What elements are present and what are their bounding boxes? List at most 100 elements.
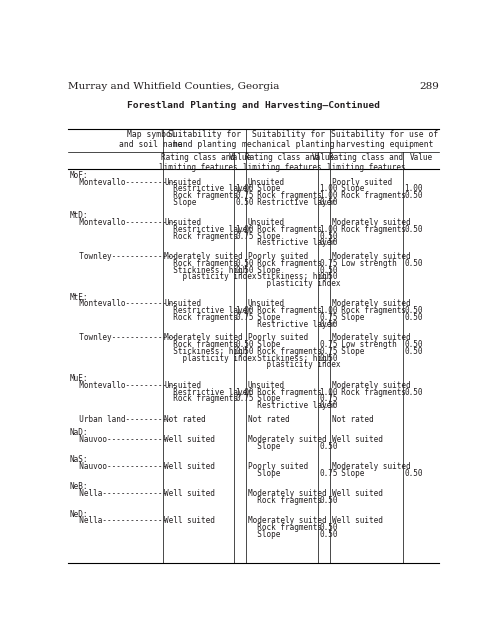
Text: Unsuited: Unsuited: [164, 218, 201, 227]
Text: Restrictive layer: Restrictive layer: [248, 320, 336, 329]
Text: Slope: Slope: [248, 184, 280, 193]
Text: Value: Value: [229, 153, 251, 162]
Text: 0.50: 0.50: [404, 347, 423, 356]
Text: Rock fragments: Rock fragments: [164, 340, 238, 349]
Text: Suitability for
hand planting: Suitability for hand planting: [168, 130, 241, 149]
Text: 1.00: 1.00: [236, 225, 254, 234]
Text: Restrictive layer: Restrictive layer: [164, 225, 252, 234]
Text: Slope: Slope: [332, 184, 364, 193]
Text: NeD:: NeD:: [70, 509, 88, 518]
Text: Slope: Slope: [332, 469, 364, 478]
Text: Unsuited: Unsuited: [164, 381, 201, 390]
Text: 1.00: 1.00: [319, 191, 338, 200]
Text: 0.75: 0.75: [319, 394, 338, 403]
Text: Moderately suited: Moderately suited: [332, 381, 410, 390]
Text: Slope: Slope: [248, 530, 280, 539]
Text: NaS:: NaS:: [70, 455, 88, 465]
Text: 0.75: 0.75: [236, 313, 254, 322]
Text: Rating class and
limiting features: Rating class and limiting features: [159, 153, 238, 172]
Text: Unsuited: Unsuited: [164, 177, 201, 186]
Text: Rock fragments: Rock fragments: [164, 394, 238, 403]
Text: MtE:: MtE:: [70, 292, 88, 301]
Text: 0.75: 0.75: [319, 259, 338, 268]
Text: Not rated: Not rated: [164, 415, 206, 424]
Text: Well suited: Well suited: [332, 489, 383, 498]
Text: Restrictive layer: Restrictive layer: [248, 239, 336, 248]
Text: 0.50: 0.50: [319, 401, 338, 410]
Text: Rock fragments: Rock fragments: [248, 225, 322, 234]
Text: Well suited: Well suited: [164, 462, 215, 471]
Text: Restrictive layer: Restrictive layer: [248, 198, 336, 207]
Text: Moderately suited: Moderately suited: [332, 252, 410, 261]
Text: Rating class and
limiting features: Rating class and limiting features: [243, 153, 321, 172]
Text: Low strength: Low strength: [332, 340, 396, 349]
Text: Restrictive layer: Restrictive layer: [164, 388, 252, 397]
Text: Rock fragments: Rock fragments: [248, 191, 322, 200]
Text: 0.50: 0.50: [404, 340, 423, 349]
Text: 0.50: 0.50: [236, 340, 254, 349]
Text: 0.75: 0.75: [319, 313, 338, 322]
Text: Well suited: Well suited: [164, 516, 215, 525]
Text: 1.00: 1.00: [319, 184, 338, 193]
Text: Rock fragments: Rock fragments: [248, 259, 322, 268]
Text: 289: 289: [419, 82, 439, 91]
Text: 0.50: 0.50: [404, 388, 423, 397]
Text: Montevallo-----------: Montevallo-----------: [70, 218, 176, 227]
Text: Slope: Slope: [332, 347, 364, 356]
Text: Slope: Slope: [248, 469, 280, 478]
Text: Rock fragments: Rock fragments: [248, 347, 322, 356]
Text: Slope: Slope: [332, 313, 364, 322]
Text: Moderately suited: Moderately suited: [248, 489, 327, 498]
Text: NaD:: NaD:: [70, 428, 88, 437]
Text: 0.50: 0.50: [404, 313, 423, 322]
Text: Moderately suited: Moderately suited: [248, 516, 327, 525]
Text: Rock fragments: Rock fragments: [248, 496, 322, 505]
Text: NeB:: NeB:: [70, 483, 88, 492]
Text: Townley--------------: Townley--------------: [70, 333, 176, 342]
Text: Moderately suited: Moderately suited: [332, 300, 410, 308]
Text: 0.50: 0.50: [319, 232, 338, 241]
Text: Stickiness; high: Stickiness; high: [248, 354, 331, 363]
Text: Urban land----------: Urban land----------: [70, 415, 171, 424]
Text: Montevallo-----------: Montevallo-----------: [70, 381, 176, 390]
Text: Rock fragments: Rock fragments: [332, 307, 405, 316]
Text: Rock fragments: Rock fragments: [332, 388, 405, 397]
Text: Unsuited: Unsuited: [164, 300, 201, 308]
Text: Unsuited: Unsuited: [248, 381, 285, 390]
Text: Nauvoo--------------: Nauvoo--------------: [70, 462, 171, 471]
Text: Well suited: Well suited: [332, 516, 383, 525]
Text: Value: Value: [409, 153, 433, 162]
Text: plasticity index: plasticity index: [164, 273, 257, 282]
Text: Well suited: Well suited: [164, 489, 215, 498]
Text: 0.50: 0.50: [319, 239, 338, 248]
Text: 1.00: 1.00: [236, 388, 254, 397]
Text: 0.50: 0.50: [404, 469, 423, 478]
Text: Stickiness; high: Stickiness; high: [164, 347, 248, 356]
Text: MtD:: MtD:: [70, 211, 88, 220]
Text: 0.75: 0.75: [236, 191, 254, 200]
Text: Moderately suited: Moderately suited: [332, 218, 410, 227]
Text: Montevallo-----------: Montevallo-----------: [70, 300, 176, 308]
Text: 1.00: 1.00: [236, 307, 254, 316]
Text: Unsuited: Unsuited: [248, 177, 285, 186]
Text: Not rated: Not rated: [248, 415, 290, 424]
Text: 0.75: 0.75: [319, 469, 338, 478]
Text: 0.75: 0.75: [319, 347, 338, 356]
Text: Slope: Slope: [164, 198, 197, 207]
Text: Well suited: Well suited: [164, 435, 215, 444]
Text: Nella--------------: Nella--------------: [70, 516, 167, 525]
Text: 0.50: 0.50: [319, 198, 338, 207]
Text: Murray and Whitfield Counties, Georgia: Murray and Whitfield Counties, Georgia: [68, 82, 280, 91]
Text: 1.00: 1.00: [319, 307, 338, 316]
Text: Slope: Slope: [248, 442, 280, 451]
Text: Moderately suited: Moderately suited: [164, 333, 243, 342]
Text: Unsuited: Unsuited: [248, 218, 285, 227]
Text: Suitability for
mechanical planting: Suitability for mechanical planting: [242, 130, 335, 149]
Text: 0.50: 0.50: [236, 266, 254, 275]
Text: Slope: Slope: [248, 313, 280, 322]
Text: Poorly suited: Poorly suited: [248, 462, 308, 471]
Text: 0.50: 0.50: [319, 320, 338, 329]
Text: Townley--------------: Townley--------------: [70, 252, 176, 261]
Text: 0.50: 0.50: [404, 225, 423, 234]
Text: Suitability for use of
harvesting equipment: Suitability for use of harvesting equipm…: [331, 130, 438, 149]
